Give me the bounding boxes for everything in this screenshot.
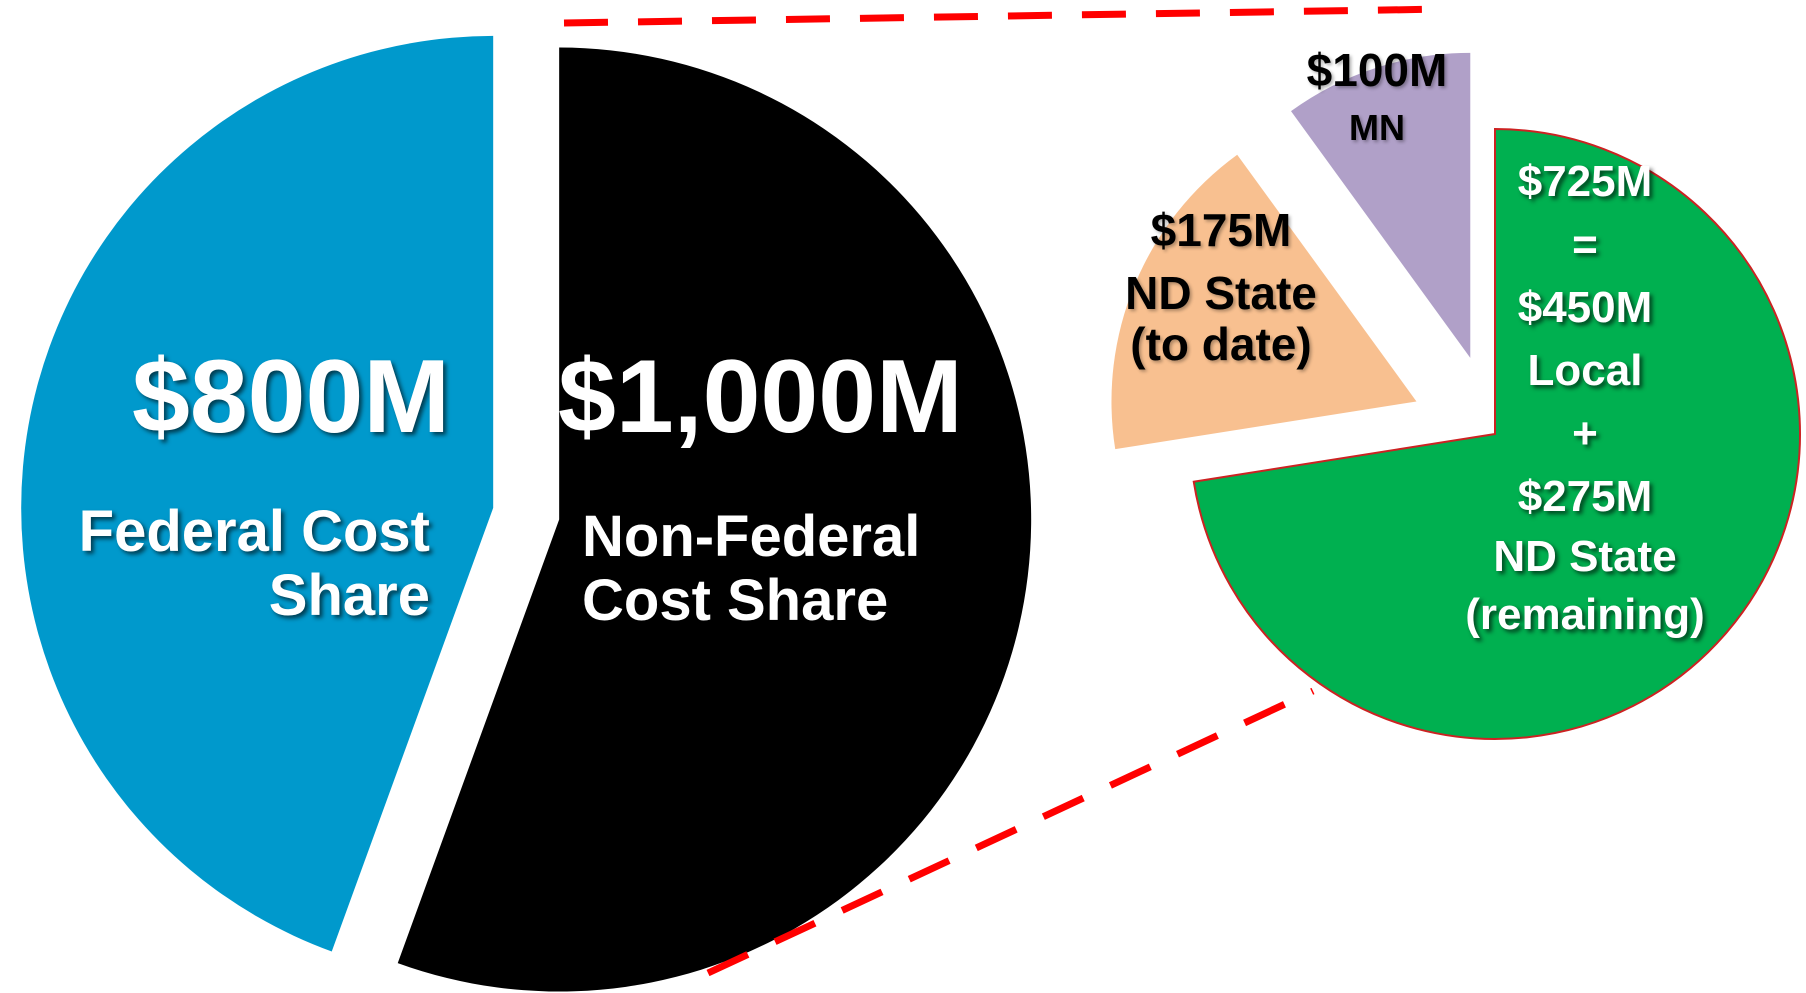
breakdown-value: $450M [1517,283,1653,332]
slice-label: Federal Cost Share [78,499,430,628]
slice-label: ND State (to date) [1125,267,1317,370]
connector-line [706,687,1315,977]
connector-line [563,5,1450,27]
slice-value-label: $725M [1517,157,1653,206]
slice-value-label: $1,000M [558,339,963,455]
pie-slice [21,35,494,952]
pie-slice [397,47,1032,992]
slice-value-label: $800M [132,339,450,455]
pie-slice [1192,127,1802,740]
breakdown-value: $275M [1517,472,1653,521]
pie-slice [1291,52,1471,358]
slice-value-label: $175M [1150,204,1292,256]
slice-label: MN [1349,107,1405,148]
breakdown-label: $725M = $450M Local + $275M ND State (remainin… [1435,150,1735,644]
breakdown-name: ND State (remaining) [1465,532,1705,639]
operator: = [1572,220,1598,269]
slice-value-label: $100M [1306,44,1448,96]
slice-label: Non-Federal Cost Share [582,504,921,633]
breakdown-name: Local [1527,346,1643,395]
operator: + [1572,409,1598,458]
pie-slice [1111,154,1417,450]
